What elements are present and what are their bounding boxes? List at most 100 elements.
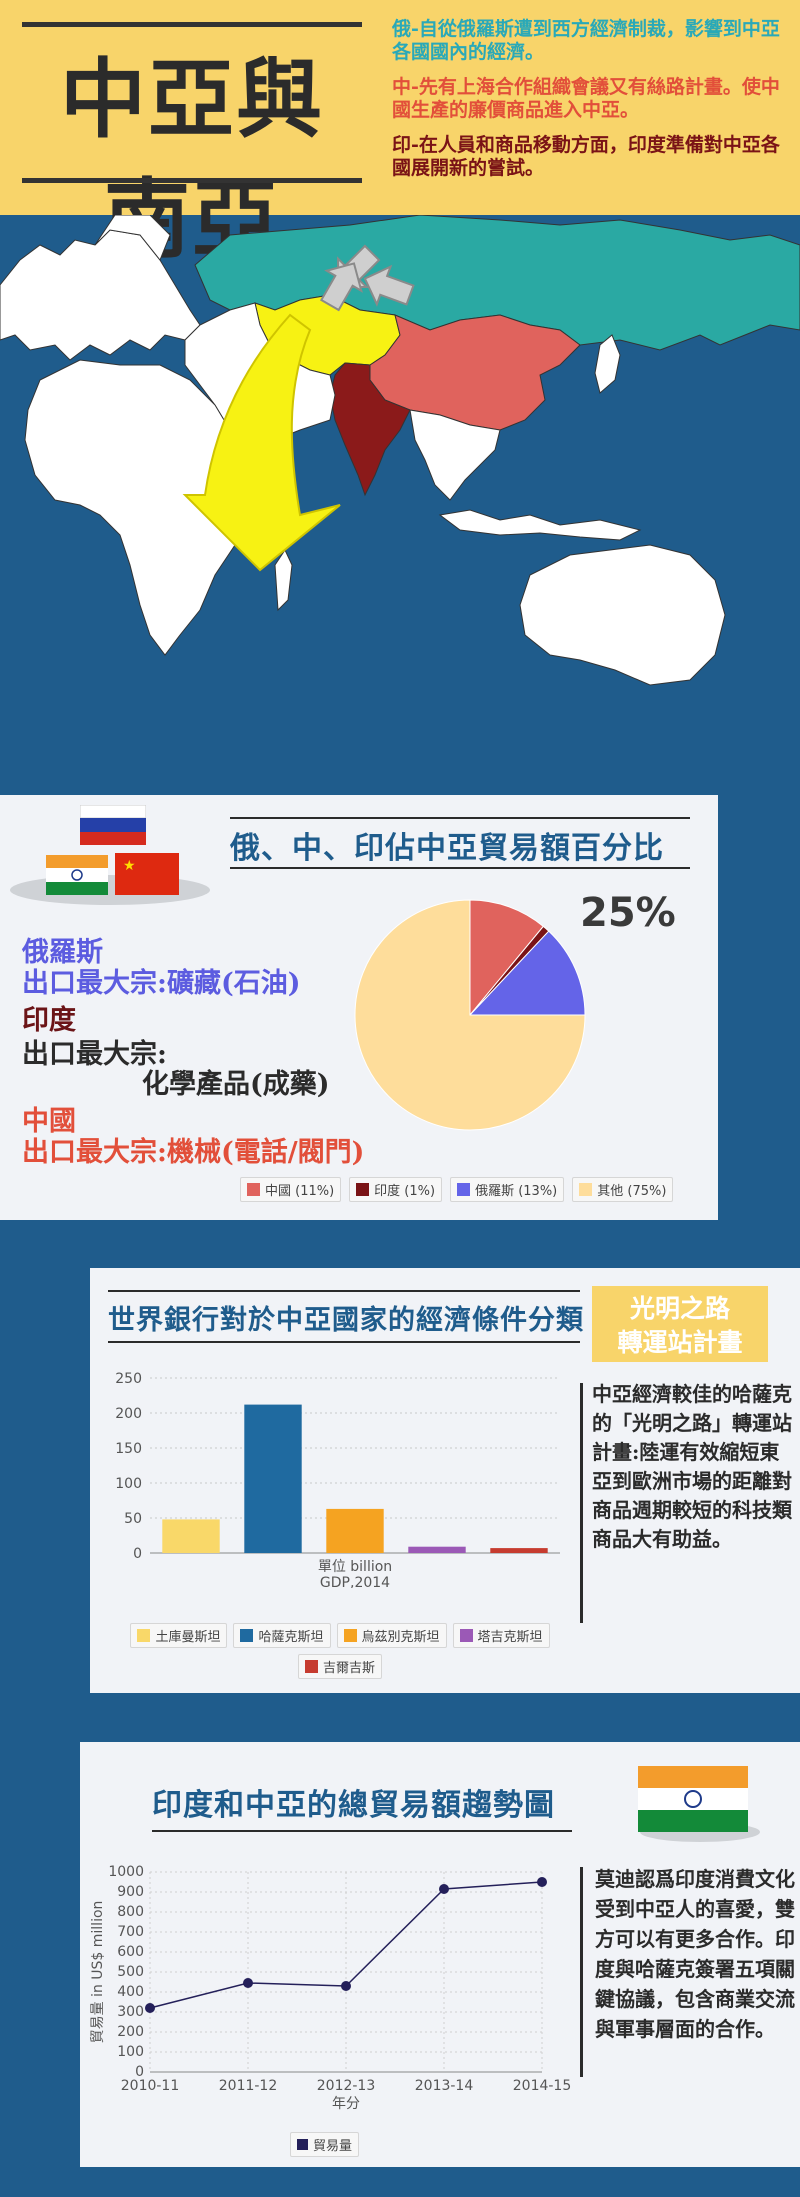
worldbank-panel: 世界銀行對於中亞國家的經濟條件分類 光明之路 轉運站計畫 0 50 100 150 20… [90, 1268, 800, 1693]
legend-swatch [137, 1629, 151, 1642]
china-export: 出口最大宗:機械(電話/閥門) [22, 1137, 365, 1168]
indonesia-islands [438, 509, 642, 541]
line-point-1 [243, 1978, 253, 1988]
russia-china-india-share: 25% [580, 890, 676, 936]
trade-share-legend: 中國 (11%) 印度 (1%) 俄羅斯 (13%) 其他 (75%) [240, 1177, 674, 1202]
line-ytick-4: 400 [117, 1984, 144, 2000]
australia-landmass [519, 544, 726, 686]
badge-line1: 光明之路 [629, 1294, 730, 1323]
line-ylabel: 貿易量 in US$ million [90, 1901, 106, 2044]
bar-ytick-4: 200 [115, 1406, 142, 1422]
legend-label: 吉爾吉斯 [322, 1661, 375, 1676]
russia-label: 俄羅斯 [22, 937, 103, 968]
bar-ytick-5: 250 [115, 1371, 142, 1387]
india-export-value: 化學產品(成藥) [142, 1069, 330, 1100]
legend-swatch [240, 1629, 254, 1642]
page-title: 中亞與南亞 [60, 49, 324, 270]
india-export-label: 出口最大宗: [22, 1039, 167, 1070]
bar-ytick-2: 100 [115, 1476, 142, 1492]
line-point-4 [537, 1877, 547, 1887]
legend-label: 印度 (1%) [374, 1184, 436, 1199]
header-notes: 俄-自從俄羅斯遭到西方經濟制裁，影響到中亞各國國內的經濟。 中-先有上海合作組織… [392, 18, 792, 192]
line-ytick-6: 600 [117, 1944, 144, 1960]
note-russia: 俄-自從俄羅斯遭到西方經濟制裁，影響到中亞各國國內的經濟。 [392, 18, 780, 63]
legend-swatch [579, 1183, 593, 1196]
line-ytick-10: 1000 [108, 1864, 144, 1880]
legend-swatch [343, 1629, 357, 1642]
line-ytick-8: 800 [117, 1904, 144, 1920]
japan-islands [594, 334, 621, 394]
pie-legend-item-3: 其他 (75%) [572, 1177, 674, 1202]
line-xtick-1: 2011-12 [219, 2078, 278, 2094]
note-india: 印-在人員和商品移動方面，印度準備對中亞各國展開新的嘗試。 [392, 134, 780, 179]
bar-2 [326, 1508, 384, 1553]
line-ytick-0: 0 [135, 2064, 144, 2080]
russia-export: 出口最大宗:礦藏(石油) [22, 968, 301, 999]
china-label: 中國 [22, 1106, 76, 1137]
bar-legend-item-1: 哈薩克斯坦 [233, 1623, 331, 1648]
asia-map [0, 215, 800, 686]
legend-swatch [304, 1660, 318, 1673]
svg-text:★: ★ [123, 858, 136, 874]
russia-flag-icon [80, 805, 146, 845]
bright-road-rule [580, 1383, 583, 1623]
bar-ytick-3: 150 [115, 1441, 142, 1457]
badge-line2: 轉運站計畫 [617, 1328, 743, 1357]
worldbank-rule-bottom [108, 1341, 580, 1343]
legend-label: 其他 (75%) [597, 1184, 667, 1199]
line-point-2 [341, 1981, 351, 1991]
inbound-arrow-china [363, 264, 415, 307]
line-xtick-0: 2010-11 [121, 2078, 180, 2094]
madagascar [274, 548, 293, 612]
india-trade-panel: 印度和中亞的總貿易額趨勢圖 0 100 200 300 400 500 600 700 800 9… [80, 1742, 800, 2167]
worldbank-rule-top [108, 1290, 580, 1292]
india-flag-icon-large [638, 1766, 748, 1832]
india-trade-line-chart: 0 100 200 300 400 500 600 700 800 900 1000 2010-11 2… [90, 1864, 572, 2112]
india-flag-icon [46, 855, 108, 895]
pie-slice-2 [468, 930, 586, 1016]
scandinavia [94, 215, 171, 261]
line-ytick-5: 500 [117, 1964, 144, 1980]
legend-swatch [247, 1183, 260, 1196]
legend-swatch [356, 1183, 370, 1196]
bar-legend-item-0: 土庫曼斯坦 [130, 1623, 228, 1648]
pie-legend-item-0: 中國 (11%) [240, 1177, 342, 1202]
title-rule-top [22, 22, 362, 27]
pie-slice-3 [354, 899, 586, 1131]
line-xlabel: 年分 [332, 2096, 360, 2112]
header-banner: 中亞與南亞 俄-自從俄羅斯遭到西方經濟制裁，影響到中亞各國國內的經濟。 中-先有… [0, 0, 800, 270]
bright-road-text: 中亞經濟較佳的哈薩克的「光明之路」轉運站計畫:陸運有效縮短東亞到歐洲市場的距離對… [592, 1382, 792, 1551]
legend-swatch [297, 2139, 308, 2150]
line-xtick-3: 2013-14 [415, 2078, 474, 2094]
line-point-3 [439, 1884, 449, 1894]
flag-base [10, 875, 210, 905]
bar-xlabel: 單位 billion [318, 1559, 392, 1575]
china-flag-icon: ★ [115, 853, 179, 895]
legend-swatch [457, 1183, 471, 1196]
pie-legend-item-1: 印度 (1%) [349, 1177, 443, 1202]
line-point-0 [145, 2003, 155, 2013]
legend-label: 哈薩克斯坦 [258, 1630, 324, 1645]
worldbank-title: 世界銀行對於中亞國家的經濟條件分類 [108, 1305, 584, 1336]
legend-label: 貿易量 [313, 2139, 353, 2154]
pie-slice-0 [469, 899, 545, 1017]
trade-share-panel: ★ 俄、中、印佔中亞貿易額百分比 俄羅斯 出口最大宗:礦藏(石油) 印度 出口最… [0, 795, 718, 1220]
legend-label: 俄羅斯 (13%) [475, 1184, 558, 1199]
trade-share-rule-top [230, 817, 690, 819]
inbound-arrow-india [319, 262, 363, 312]
line-xtick-2: 2012-13 [317, 2078, 376, 2094]
title-rule-bottom [22, 178, 362, 183]
trade-share-title: 俄、中、印佔中亞貿易額百分比 [230, 831, 664, 866]
line-ytick-2: 200 [117, 2024, 144, 2040]
southeast-asia-landmass [409, 409, 501, 501]
india-trade-rule-side [580, 1867, 583, 2077]
legend-label: 土庫曼斯坦 [155, 1630, 221, 1645]
legend-label: 塔吉克斯坦 [477, 1630, 543, 1645]
line-ytick-7: 700 [117, 1924, 144, 1940]
gdp-legend: 土庫曼斯坦 哈薩克斯坦 烏茲別克斯坦 塔吉克斯坦 吉爾吉斯 [110, 1623, 570, 1679]
line-legend-item-0: 貿易量 [290, 2132, 360, 2157]
line-ytick-1: 100 [117, 2044, 144, 2060]
line-ytick-9: 900 [117, 1884, 144, 1900]
line-xtick-4: 2014-15 [513, 2078, 572, 2094]
bar-1 [244, 1404, 302, 1553]
